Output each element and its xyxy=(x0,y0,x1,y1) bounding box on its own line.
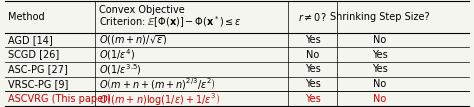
Text: No: No xyxy=(373,35,386,45)
Text: VRSC-PG [9]: VRSC-PG [9] xyxy=(9,79,69,89)
Text: Yes: Yes xyxy=(305,79,320,89)
Text: Yes: Yes xyxy=(305,94,320,104)
Text: $r\neq 0$?: $r\neq 0$? xyxy=(298,11,327,23)
Text: Yes: Yes xyxy=(305,64,320,74)
Text: Method: Method xyxy=(9,12,45,22)
Text: No: No xyxy=(373,79,386,89)
Text: $O\left((m+n)\log(1/\varepsilon)+1/\varepsilon^{3}\right)$: $O\left((m+n)\log(1/\varepsilon)+1/\vare… xyxy=(99,91,220,107)
Text: AGD [14]: AGD [14] xyxy=(9,35,53,45)
Text: ASC-PG [27]: ASC-PG [27] xyxy=(9,64,68,74)
Text: Criterion: $\mathbb{E}\left[\Phi(\mathbf{x})\right]-\Phi(\mathbf{x}^*)\leq\varep: Criterion: $\mathbb{E}\left[\Phi(\mathbf… xyxy=(99,15,242,30)
Text: $O\left(1/\varepsilon^{4}\right)$: $O\left(1/\varepsilon^{4}\right)$ xyxy=(99,47,136,62)
Text: $O\left(1/\varepsilon^{3.5}\right)$: $O\left(1/\varepsilon^{3.5}\right)$ xyxy=(99,62,142,77)
Text: Convex Objective: Convex Objective xyxy=(99,5,185,15)
Text: Yes: Yes xyxy=(372,64,388,74)
Text: Yes: Yes xyxy=(372,50,388,60)
Text: No: No xyxy=(373,94,386,104)
Text: $O\left(m+n+(m+n)^{2/3}/\varepsilon^{2}\right)$: $O\left(m+n+(m+n)^{2/3}/\varepsilon^{2}\… xyxy=(99,76,216,91)
Text: Shrinking Step Size?: Shrinking Step Size? xyxy=(330,12,429,22)
Text: $O\left((m+n)/\sqrt{\varepsilon}\right)$: $O\left((m+n)/\sqrt{\varepsilon}\right)$ xyxy=(99,33,168,47)
Text: No: No xyxy=(306,50,319,60)
Text: SCGD [26]: SCGD [26] xyxy=(9,50,60,60)
Text: ASCVRG (This paper): ASCVRG (This paper) xyxy=(9,94,111,104)
Text: Yes: Yes xyxy=(305,35,320,45)
